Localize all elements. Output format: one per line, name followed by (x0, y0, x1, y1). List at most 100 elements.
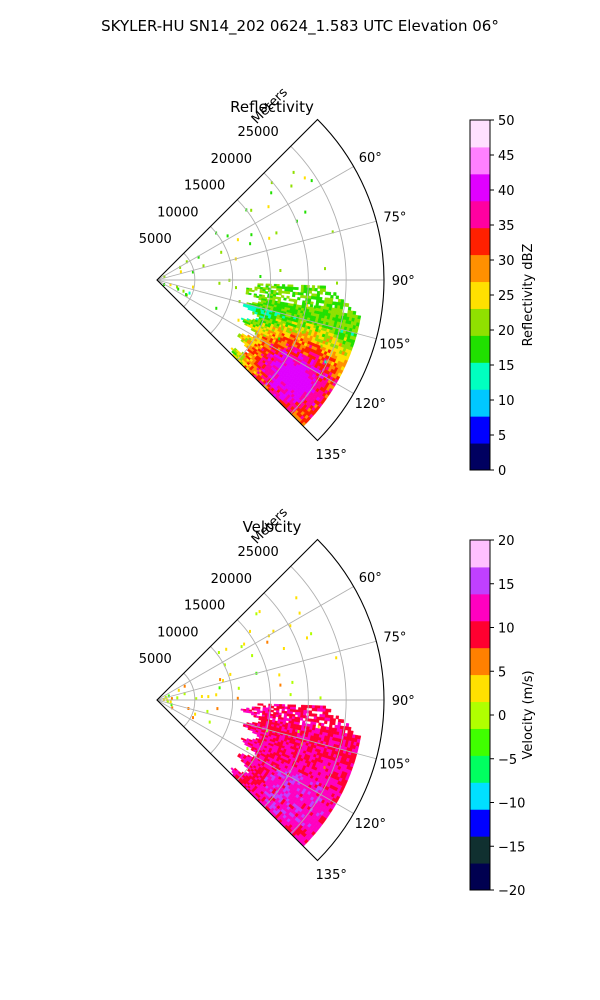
echo-cell (216, 707, 219, 711)
echo-cell (294, 291, 299, 296)
echo-cell (310, 632, 313, 636)
echo-cell (335, 715, 340, 720)
echo-cell (331, 230, 334, 234)
velocity-panel: Velocity 60° 75° 90° 105° 120° 135° 5000 10000 15… (139, 505, 536, 899)
echo-cell (179, 270, 182, 274)
echo-cell (279, 683, 282, 687)
echo-cell (185, 293, 187, 297)
echo-cell (292, 286, 296, 290)
echo-cell (237, 318, 240, 322)
echo-cell (279, 706, 283, 709)
echo-cell (294, 711, 299, 716)
echo-cell (250, 233, 253, 237)
colorbar-segment (470, 593, 490, 622)
echo-cell (319, 285, 324, 289)
echo-cell (258, 308, 261, 312)
echo-cell (281, 286, 286, 290)
echo-cell (237, 686, 240, 690)
echo-cell (270, 705, 275, 709)
echo-cell (197, 255, 200, 259)
echo-cell (306, 304, 309, 308)
echo-cell (292, 706, 296, 710)
echo-cell (316, 290, 321, 295)
echo-cell (308, 290, 313, 294)
colorbar-segment (470, 620, 490, 649)
azimuth-spoke (156, 166, 354, 281)
echo-cell (215, 306, 218, 310)
echo-cell (319, 705, 324, 709)
colorbar-segment (470, 254, 490, 283)
echo-cell (332, 718, 337, 723)
echo-cell (245, 710, 250, 714)
echo-cell (270, 285, 275, 289)
colorbar-segment (470, 863, 490, 891)
echo-cell (236, 238, 239, 242)
echo-cell (297, 730, 300, 733)
echo-cell (171, 706, 174, 710)
colorbar-label: Reflectivity dBZ (521, 244, 536, 347)
echo-cell (245, 292, 249, 295)
echo-cell (323, 720, 328, 725)
echo-cell (257, 286, 261, 290)
echo-cell (270, 181, 273, 185)
echo-cell (300, 707, 305, 711)
echo-cell (191, 270, 194, 274)
echo-cell (268, 283, 272, 287)
echo-cell (324, 267, 326, 271)
colorbar-segment (470, 443, 490, 471)
echo-cell (300, 709, 304, 714)
echo-cell (300, 284, 305, 288)
echo-cell (317, 708, 321, 712)
echo-cell (273, 707, 277, 711)
colorbar-tick-label: 50 (498, 114, 515, 129)
echo-cell (272, 629, 275, 633)
echo-cell (276, 283, 280, 287)
echo-cell (183, 692, 186, 696)
echo-cell (286, 291, 291, 295)
echo-cell (176, 285, 178, 289)
colorbar-segment (470, 146, 490, 175)
echo-cell (319, 291, 324, 295)
echo-cell (309, 705, 313, 709)
echo-cell (243, 642, 246, 646)
colorbar-label: Velocity (m/s) (521, 670, 536, 759)
echo-cell (269, 715, 274, 719)
colorbar-segment (470, 836, 490, 864)
echo-cell (222, 679, 224, 683)
echo-cell (194, 712, 197, 716)
range-tick-label: 15000 (184, 599, 225, 614)
echo-cell (219, 678, 222, 682)
colorbar-segment (470, 200, 490, 229)
echo-cell (240, 708, 244, 711)
colorbar-tick-label: 35 (498, 219, 515, 234)
echo-cell (275, 231, 278, 235)
echo-cell (248, 289, 253, 292)
echo-cell (319, 696, 322, 700)
echo-cell (327, 708, 332, 713)
echo-cell (297, 292, 302, 296)
echo-cell (176, 696, 179, 700)
range-tick-label: 5000 (139, 652, 172, 667)
echo-cell (311, 705, 316, 709)
azimuth-spoke (156, 279, 354, 394)
echo-cell (317, 725, 320, 729)
colorbar-tick-label: 10 (498, 622, 515, 637)
echo-cell (322, 705, 327, 710)
echo-cell (251, 289, 255, 293)
colorbar-segment (470, 308, 490, 336)
panel-title: Reflectivity (230, 98, 314, 116)
echo-cell (298, 611, 301, 615)
echo-cell (284, 288, 288, 292)
echo-cell (319, 713, 323, 718)
echo-cell (289, 624, 292, 628)
echo-cell (166, 700, 169, 704)
echo-cell (287, 286, 291, 290)
colorbar-segment (470, 335, 490, 363)
colorbar-tick-label: 10 (498, 394, 515, 409)
echo-cell (301, 330, 304, 334)
echo-cell (278, 673, 281, 677)
colorbar-segment (470, 674, 490, 703)
colorbar-segment (470, 809, 490, 837)
colorbar-segment (470, 647, 490, 676)
echo-cell (317, 285, 321, 289)
